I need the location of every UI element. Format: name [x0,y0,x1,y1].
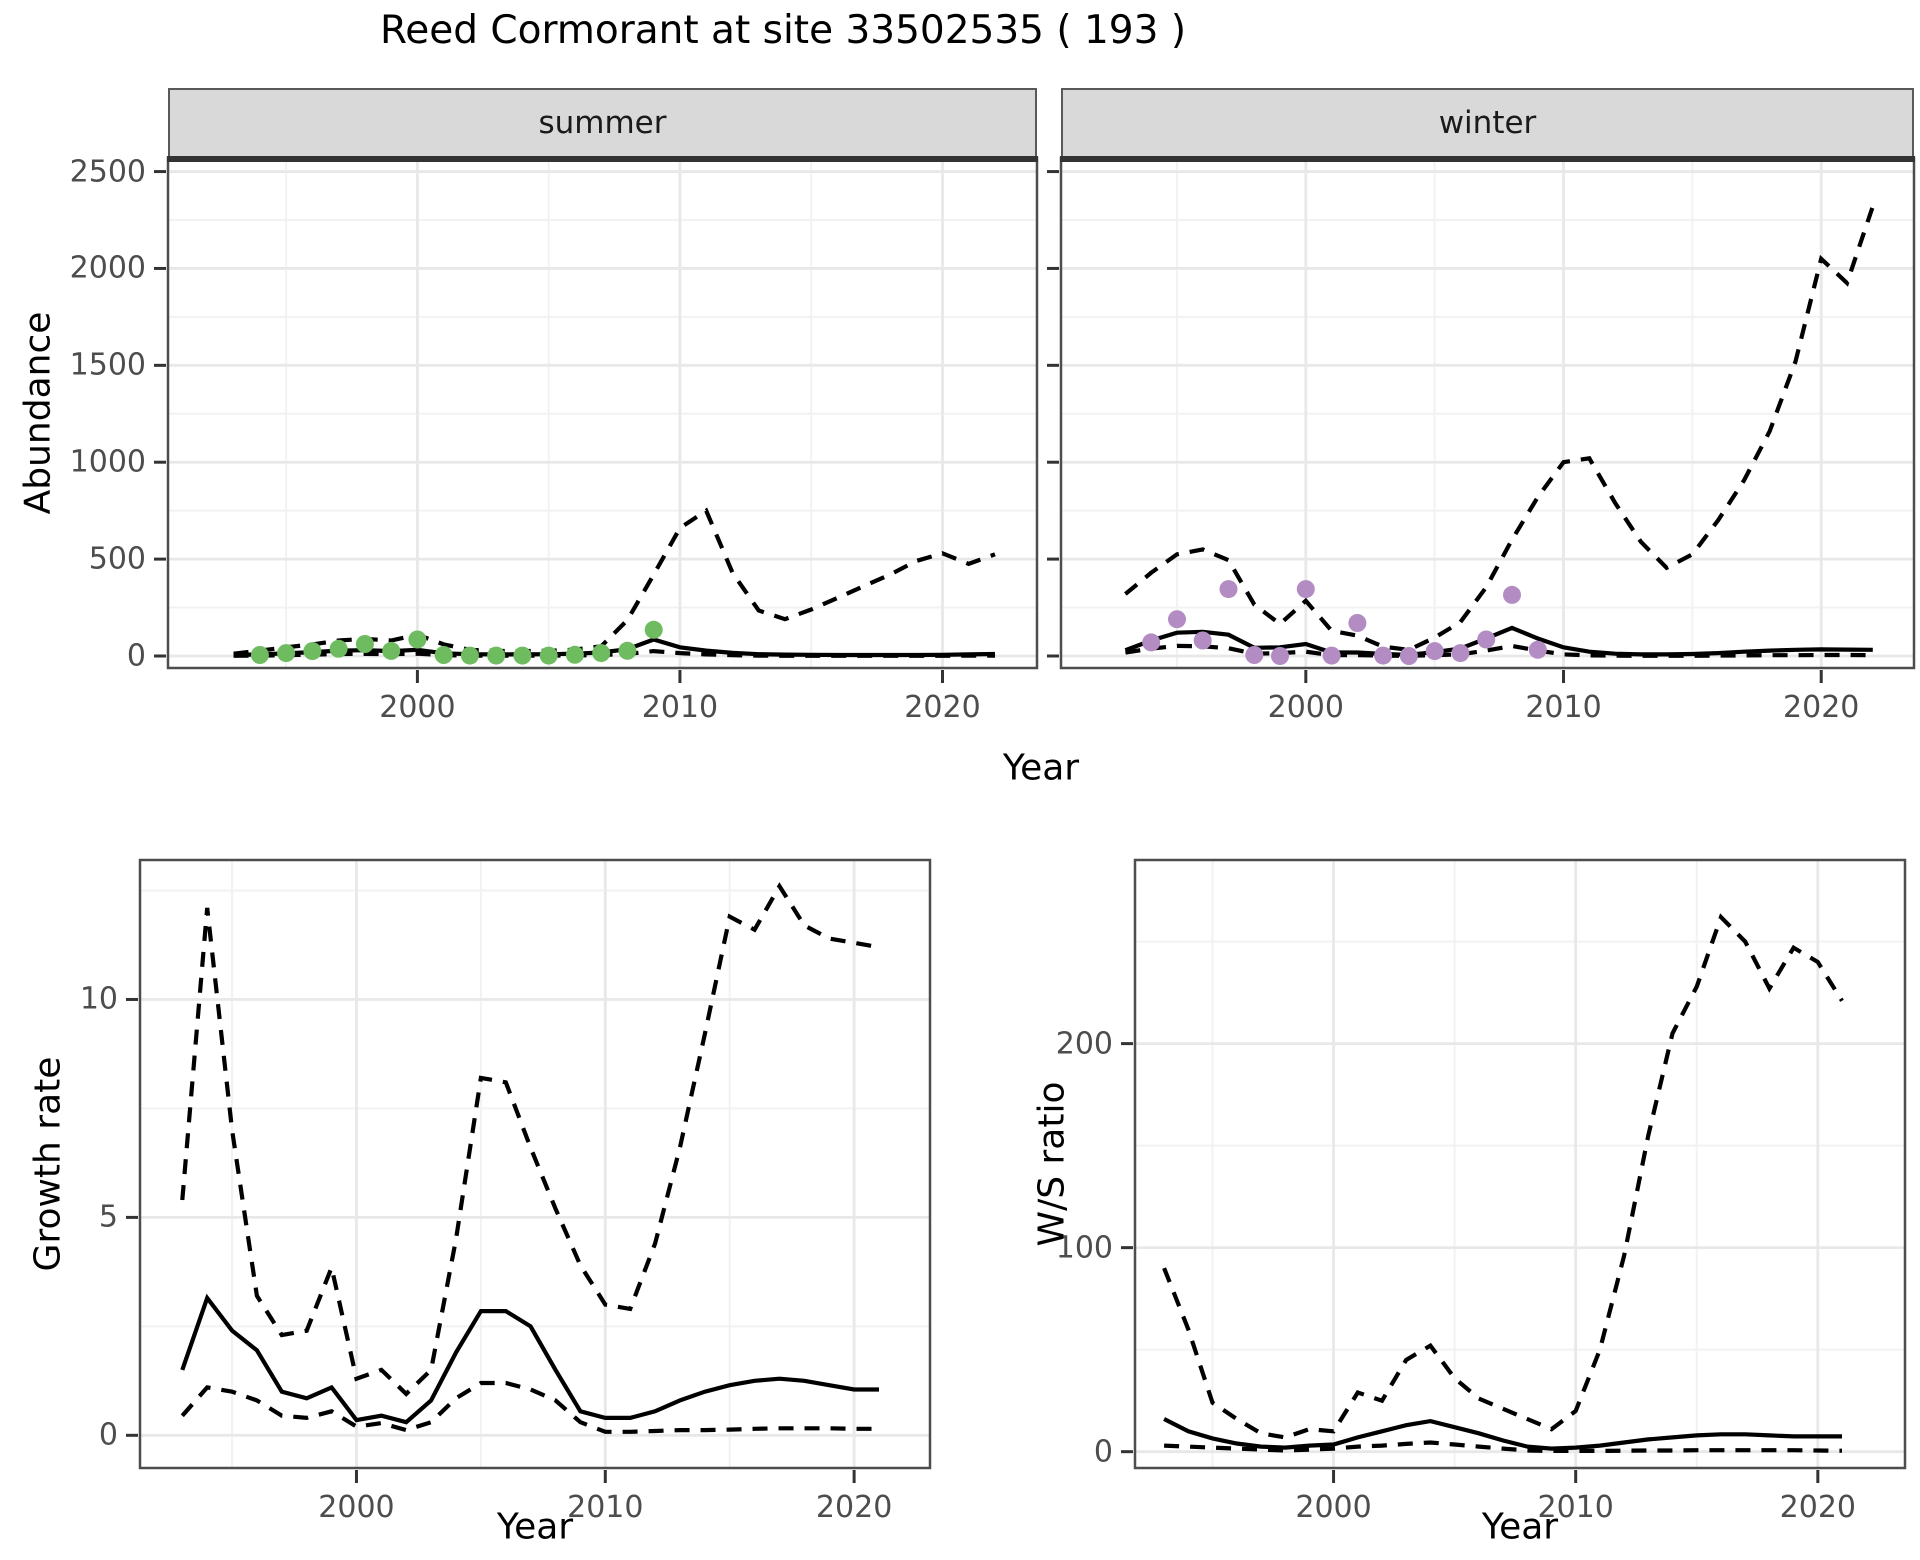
observed-counts-point [1168,610,1186,629]
fit-line-ws-ratio [1163,1417,1842,1451]
observed-counts-point [1425,642,1444,661]
observed-counts-point [1193,631,1212,650]
x-tick-label-ws-ratio: 2010 [1537,1490,1614,1525]
panel-background-ws-ratio [1135,860,1905,1468]
observed-counts-point [303,642,322,661]
x-tick-label-abundance-winter: 2000 [1267,690,1344,725]
x-tick-label-growth-rate: 2020 [815,1490,893,1525]
y-axis-title-growth-rate: Growth rate [27,1056,69,1272]
lower-ci-line-abundance-summer [233,648,995,658]
y-tick-label-abundance-summer: 2000 [69,250,146,286]
observed-counts-point [408,630,427,649]
facet-strip-winter-label: winter [1438,105,1537,141]
lower-ci-line-growth-rate [180,1380,879,1434]
y-tick-label-ws-ratio: 0 [1093,1434,1113,1470]
panel-border-ws-ratio [1133,858,1907,1470]
observed-counts-point [539,646,558,665]
x-tick-label-abundance-winter: 2010 [1525,690,1602,725]
y-tick-label-abundance-summer: 1500 [69,347,146,383]
upper-ci-line-abundance-summer [233,507,996,656]
observed-counts-point [644,620,663,639]
observed-counts-point [382,641,401,660]
x-tick-label-growth-rate: 2000 [318,1490,395,1525]
observed-counts-point [618,641,637,660]
observed-counts-point [1219,580,1238,599]
x-tick-label-abundance-winter: 2020 [1783,690,1860,725]
y-axis-title-abundance: Abundance [17,311,59,515]
y-tick-label-abundance-summer: 2500 [69,154,146,190]
fit-line-abundance-winter [1124,625,1873,657]
plot-title: Reed Cormorant at site 33502535 ( 193 ) [379,8,1187,53]
facet-strip-winter: winter [1061,88,1914,158]
observed-counts-point [513,646,532,665]
y-tick-label-ws-ratio: 100 [1055,1230,1113,1266]
y-tick-label-abundance-summer: 500 [88,541,146,577]
x-axis-title-year-growth: Year [496,1506,574,1548]
observed-counts-point [1451,644,1470,663]
observed-counts-point [434,646,453,664]
observed-counts-point [1399,647,1418,665]
y-tick-label-growth-rate: 10 [79,981,118,1017]
observed-counts-point [250,646,269,664]
observed-counts-point [565,645,584,664]
y-tick-label-growth-rate: 0 [98,1417,118,1453]
observed-counts-point [1477,630,1496,649]
x-axis-title-year-top: Year [1002,747,1080,789]
fit-line-growth-rate [180,1293,879,1425]
observed-counts-point [355,635,374,653]
observed-counts-point [329,639,348,658]
x-tick-label-ws-ratio: 2020 [1779,1490,1857,1525]
x-tick-label-growth-rate: 2010 [567,1490,644,1525]
observed-counts-point [1142,633,1161,652]
observed-counts-point [1503,585,1521,604]
observed-counts-point [592,644,611,663]
x-tick-label-ws-ratio: 2000 [1295,1490,1372,1525]
observed-counts-point [277,644,296,663]
y-axis-title-ws-ratio: W/S ratio [1031,1081,1073,1247]
upper-ci-line-abundance-winter [1124,205,1875,652]
observed-counts-point [1528,640,1547,659]
x-tick-label-abundance-summer: 2020 [904,690,981,725]
facet-strip-summer: summer [168,88,1037,158]
observed-counts-point [1322,646,1341,665]
y-tick-label-abundance-summer: 0 [126,638,146,674]
observed-counts-point [1374,646,1393,665]
observed-counts-point [487,646,506,665]
panel-border-growth-rate [138,858,932,1470]
lower-ci-line-abundance-winter [1125,643,1873,658]
y-tick-label-growth-rate: 5 [98,1199,118,1235]
observed-counts-point [1271,647,1289,665]
y-tick-label-abundance-summer: 1000 [69,444,146,480]
observed-counts-point [1245,646,1264,664]
observed-counts-point [1348,614,1367,632]
x-tick-label-abundance-summer: 2000 [379,690,456,725]
observed-counts-point [460,646,479,665]
observed-counts-point [1296,580,1315,599]
y-tick-label-ws-ratio: 200 [1055,1026,1113,1062]
upper-ci-line-ws-ratio [1162,913,1844,1440]
facet-strip-summer-label: summer [538,105,667,141]
lower-ci-line-ws-ratio [1164,1440,1843,1453]
x-axis-title-year-ws: Year [1481,1506,1559,1548]
x-tick-label-abundance-summer: 2010 [641,690,719,725]
